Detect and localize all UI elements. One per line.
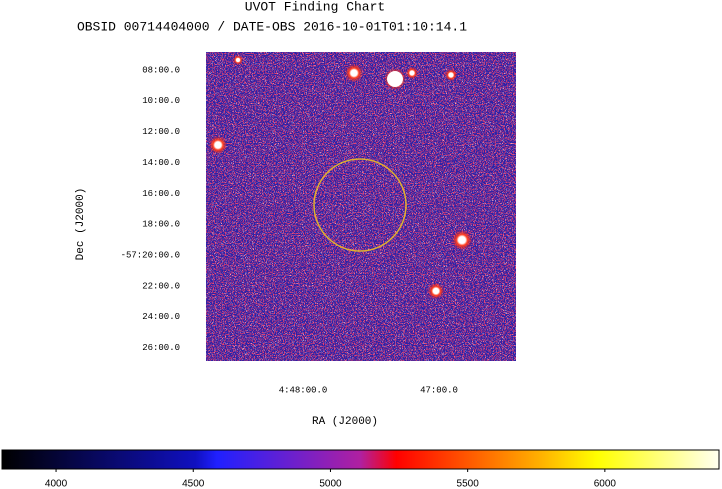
y-axis-label: Dec (J2000) xyxy=(75,188,87,261)
star xyxy=(445,69,457,81)
y-tick-label: 24:00.0 xyxy=(142,312,180,322)
star xyxy=(387,71,403,87)
ra-ticks: 4:48:00.0 47:00.0 xyxy=(279,385,458,395)
y-tick-label: 14:00.0 xyxy=(142,158,180,168)
colorbar-tick-label: 4000 xyxy=(45,479,68,489)
sky-image xyxy=(206,52,516,361)
colorbar xyxy=(1,449,720,470)
image-speckle xyxy=(206,52,516,361)
star xyxy=(233,55,243,65)
y-tick-label: 26:00.0 xyxy=(142,343,180,353)
colorbar-tick-label: 5000 xyxy=(319,479,342,489)
x-tick-label: 47:00.0 xyxy=(420,385,458,395)
star xyxy=(428,283,444,299)
y-tick-label: -57:20:00.0 xyxy=(121,250,180,260)
colorbar-tick-label: 5500 xyxy=(457,479,480,489)
star xyxy=(452,230,472,250)
colorbar-tick-label: 6000 xyxy=(594,479,617,489)
star xyxy=(209,136,227,154)
colorbar-ticks: 4000 4500 5000 5500 6000 xyxy=(45,469,616,489)
star xyxy=(406,67,418,79)
y-tick-label: 16:00.0 xyxy=(142,189,180,199)
x-tick-label: 4:48:00.0 xyxy=(279,385,328,395)
y-tick-label: 12:00.0 xyxy=(142,127,180,137)
y-tick-label: 22:00.0 xyxy=(142,281,180,291)
dec-ticks: 08:00.0 10:00.0 12:00.0 14:00.0 16:00.0 18:00… xyxy=(121,65,180,353)
title: UVOT Finding Chart xyxy=(245,0,385,14)
y-tick-label: 10:00.0 xyxy=(142,96,180,106)
source-region xyxy=(313,158,407,252)
star xyxy=(345,64,363,82)
y-tick-label: 18:00.0 xyxy=(142,220,180,230)
colorbar-tick-label: 4500 xyxy=(182,479,205,489)
y-tick-label: 08:00.0 xyxy=(142,65,180,75)
subtitle: OBSID 00714404000 / DATE-OBS 2016-10-01T… xyxy=(77,19,467,34)
x-axis-label: RA (J2000) xyxy=(312,416,378,428)
